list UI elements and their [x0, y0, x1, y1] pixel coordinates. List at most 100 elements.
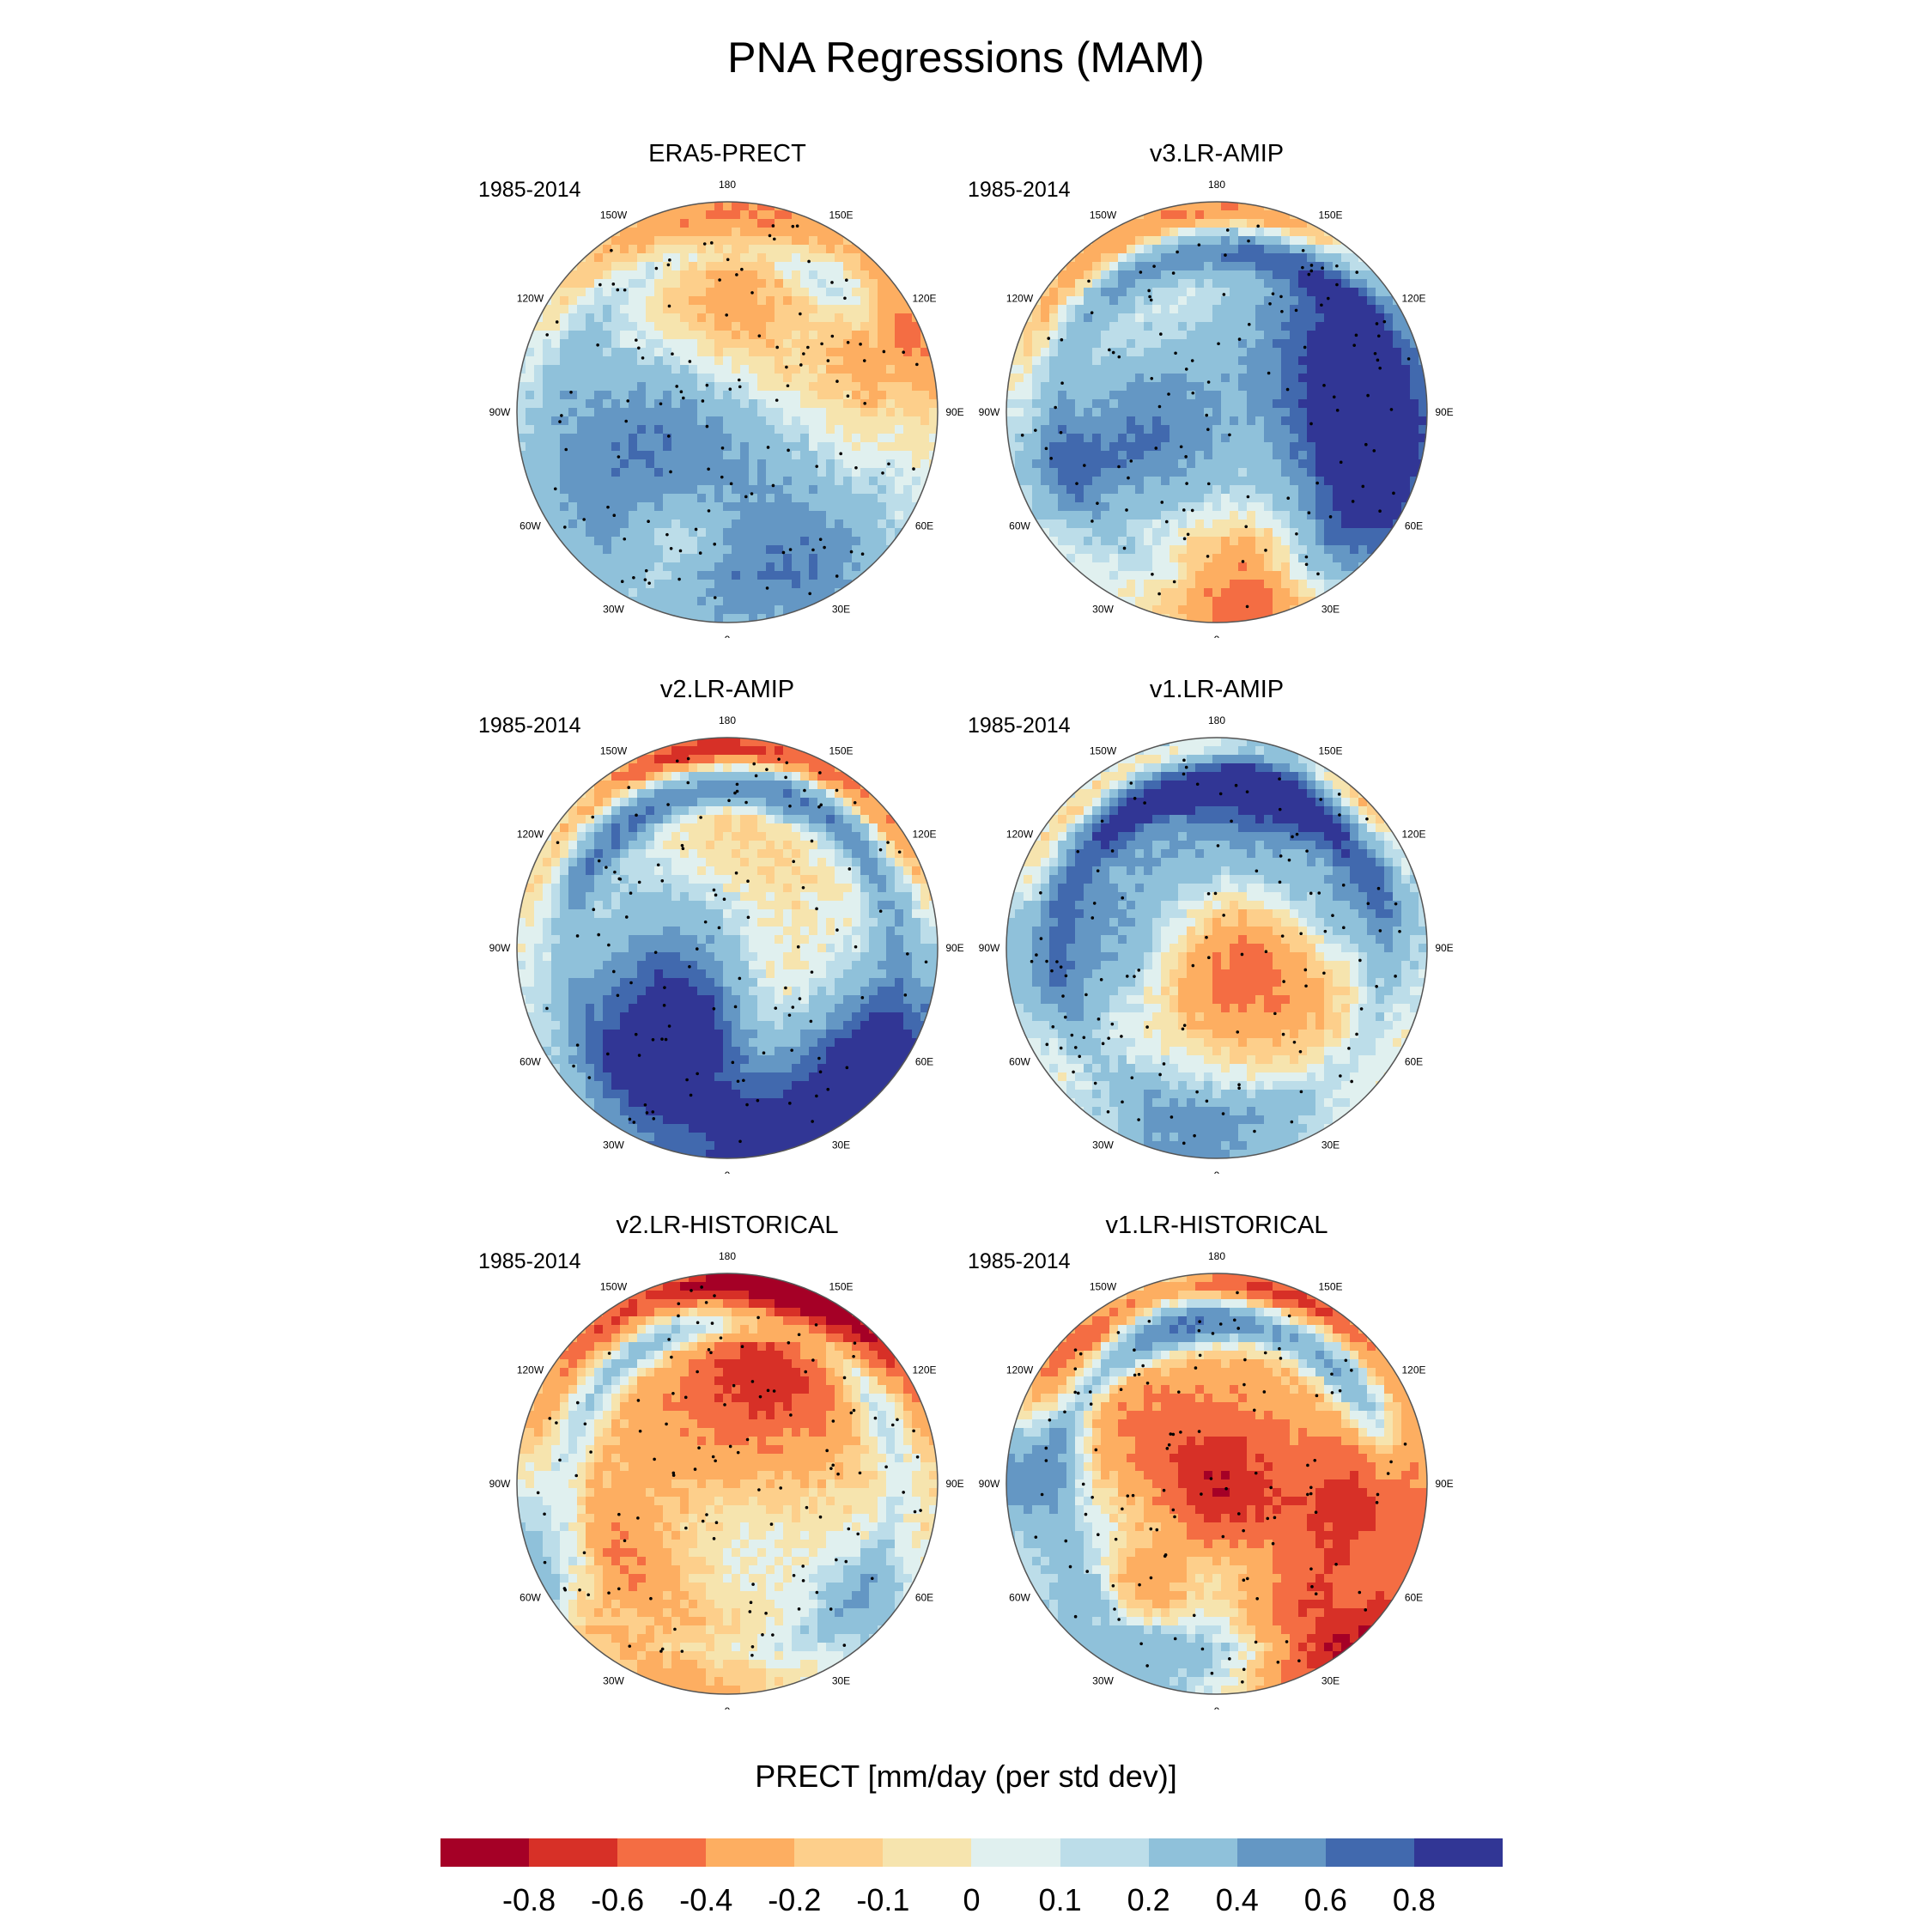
colorbar-swatch	[440, 1838, 530, 1867]
longitude-label: 120E	[1401, 829, 1425, 841]
longitude-label: 150W	[600, 745, 628, 757]
longitude-label: 30E	[832, 1674, 850, 1686]
polar-map: 180 150E 120E 90E 60E 30E 0 30W 60W 90W 120W 150W	[979, 714, 1454, 1174]
longitude-label: 120W	[517, 829, 544, 841]
longitude-label: 90E	[1435, 406, 1453, 418]
colorbar-tick-label: 0.8	[1392, 1882, 1436, 1917]
precip-field	[1006, 1273, 1427, 1694]
longitude-label: 30E	[832, 1139, 850, 1151]
longitude-label: 60W	[519, 1056, 541, 1068]
longitude-label: 60W	[1009, 1592, 1030, 1604]
map-panel-v1-amip: 180 150E 120E 90E 60E 30E 0 30W 60W 90W 120W 150W v…	[959, 676, 1474, 1174]
map-boundary	[1005, 737, 1428, 1159]
colorbar-swatch	[1413, 1838, 1503, 1867]
panel-period-label: 1985-2014	[968, 714, 1071, 738]
map-panel-v2-amip: 180 150E 120E 90E 60E 30E 0 30W 60W 90W 120W 150W v…	[470, 676, 985, 1174]
longitude-label: 150W	[600, 210, 628, 222]
panel-title: v1.LR-HISTORICAL	[1105, 1212, 1328, 1239]
colorbar-tick-labels: -0.8 -0.6 -0.4 -0.2 -0.1 0 0.1 0.2 0.4 0.6 0.8	[440, 1882, 1503, 1925]
longitude-label: 120E	[1401, 1364, 1425, 1376]
colorbar-swatch	[971, 1838, 1060, 1867]
longitude-label: 30W	[603, 1674, 624, 1686]
precip-field	[517, 738, 938, 1158]
panel-period-label: 1985-2014	[968, 1249, 1071, 1273]
panel-period-label: 1985-2014	[968, 178, 1071, 202]
map-panel-v2-historical: 180 150E 120E 90E 60E 30E 0 30W 60W 90W 120W 150W v…	[470, 1212, 985, 1710]
longitude-label: 30E	[1321, 1674, 1340, 1686]
longitude-label: 120W	[1006, 1364, 1034, 1376]
colorbar-tick-label: -0.6	[591, 1882, 645, 1917]
longitude-label: 30E	[1321, 603, 1340, 615]
longitude-label: 180	[1208, 1250, 1225, 1262]
longitude-label: 60E	[915, 520, 933, 532]
polar-map: 180 150E 120E 90E 60E 30E 0 30W 60W 90W 120W 150W	[489, 1250, 964, 1710]
longitude-label: 180	[719, 179, 736, 191]
colorbar-tick-label: -0.4	[679, 1882, 733, 1917]
longitude-label: 30W	[1092, 1139, 1114, 1151]
panel-period-label: 1985-2014	[478, 714, 581, 738]
map-boundary	[1005, 1273, 1428, 1695]
colorbar-swatch	[706, 1838, 795, 1867]
colorbar-swatch	[1060, 1838, 1149, 1867]
precip-field	[517, 1273, 938, 1694]
longitude-label: 120E	[912, 1364, 936, 1376]
longitude-label: 90E	[945, 406, 963, 418]
map-panel-v1-historical: 180 150E 120E 90E 60E 30E 0 30W 60W 90W 120W 150W v…	[959, 1212, 1474, 1710]
longitude-label: 60W	[519, 520, 541, 532]
longitude-label: 60E	[1405, 1592, 1423, 1604]
colorbar-tick-label: 0.6	[1303, 1882, 1347, 1917]
longitude-label: 30E	[832, 603, 850, 615]
longitude-label: 0	[1214, 1705, 1220, 1710]
longitude-label: 60W	[1009, 520, 1030, 532]
panel-title: v2.LR-AMIP	[659, 676, 795, 703]
longitude-label: 90W	[979, 1478, 1000, 1490]
colorbar-swatch	[1325, 1838, 1414, 1867]
precip-field	[1006, 202, 1427, 623]
colorbar-tick-label: -0.2	[768, 1882, 822, 1917]
colorbar-swatch	[1236, 1838, 1326, 1867]
longitude-label: 30W	[603, 1139, 624, 1151]
panel-title: v3.LR-AMIP	[1149, 140, 1285, 167]
colorbar-tick-label: 0.2	[1127, 1882, 1170, 1917]
colorbar-tick-label: 0.4	[1215, 1882, 1259, 1917]
longitude-label: 60W	[519, 1592, 541, 1604]
colorbar-swatch	[1148, 1838, 1237, 1867]
precip-field	[1006, 738, 1427, 1158]
longitude-label: 120E	[912, 293, 936, 305]
longitude-label: 0	[1214, 634, 1220, 638]
longitude-label: 150E	[829, 1281, 853, 1293]
colorbar-title: PRECT [mm/day (per std dev)]	[755, 1759, 1177, 1794]
longitude-label: 30W	[603, 603, 624, 615]
colorbar-swatch	[883, 1838, 972, 1867]
longitude-label: 150E	[829, 210, 853, 222]
polar-map: 180 150E 120E 90E 60E 30E 0 30W 60W 90W 120W 150W	[979, 1250, 1454, 1710]
colorbar-swatch	[529, 1838, 618, 1867]
panel-period-label: 1985-2014	[478, 1249, 581, 1273]
colorbar-swatch	[794, 1838, 884, 1867]
map-boundary	[516, 201, 939, 623]
longitude-label: 0	[725, 1170, 731, 1174]
longitude-label: 120W	[517, 1364, 544, 1376]
longitude-label: 120W	[1006, 293, 1034, 305]
colorbar-tick-label: 0.1	[1038, 1882, 1082, 1917]
longitude-label: 150W	[1090, 210, 1117, 222]
longitude-label: 60W	[1009, 1056, 1030, 1068]
longitude-label: 120W	[517, 293, 544, 305]
polar-map: 180 150E 120E 90E 60E 30E 0 30W 60W 90W 120W 150W	[489, 179, 964, 638]
longitude-label: 30W	[1092, 1674, 1114, 1686]
longitude-label: 90W	[489, 942, 511, 954]
colorbar-swatch	[617, 1838, 707, 1867]
longitude-label: 90E	[1435, 1478, 1453, 1490]
precip-field	[517, 202, 938, 623]
map-boundary	[516, 1273, 939, 1695]
longitude-label: 0	[1214, 1170, 1220, 1174]
longitude-label: 90E	[945, 942, 963, 954]
longitude-label: 60E	[1405, 520, 1423, 532]
longitude-label: 0	[725, 634, 731, 638]
polar-map: 180 150E 120E 90E 60E 30E 0 30W 60W 90W 120W 150W	[489, 714, 964, 1174]
colorbar-tick-label: -0.1	[856, 1882, 910, 1917]
longitude-label: 90E	[1435, 942, 1453, 954]
longitude-label: 60E	[915, 1592, 933, 1604]
figure-title: PNA Regressions (MAM)	[727, 33, 1205, 82]
longitude-label: 180	[1208, 714, 1225, 726]
